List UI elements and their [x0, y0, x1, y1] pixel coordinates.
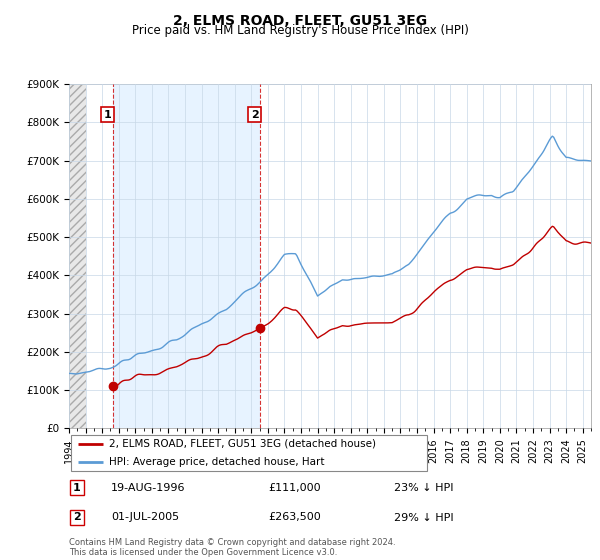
- Text: Contains HM Land Registry data © Crown copyright and database right 2024.
This d: Contains HM Land Registry data © Crown c…: [69, 538, 395, 557]
- Bar: [69, 84, 86, 428]
- Text: 1: 1: [104, 110, 112, 120]
- Text: £263,500: £263,500: [269, 512, 321, 522]
- Text: 29% ↓ HPI: 29% ↓ HPI: [395, 512, 454, 522]
- Bar: [113, 84, 260, 428]
- Text: 01-JUL-2005: 01-JUL-2005: [111, 512, 179, 522]
- Text: £111,000: £111,000: [269, 483, 321, 493]
- Text: 2, ELMS ROAD, FLEET, GU51 3EG (detached house): 2, ELMS ROAD, FLEET, GU51 3EG (detached …: [109, 439, 376, 449]
- Text: 1: 1: [73, 483, 81, 493]
- Text: 23% ↓ HPI: 23% ↓ HPI: [395, 483, 454, 493]
- Text: Price paid vs. HM Land Registry's House Price Index (HPI): Price paid vs. HM Land Registry's House …: [131, 24, 469, 37]
- Text: 2: 2: [73, 512, 81, 522]
- Text: 2, ELMS ROAD, FLEET, GU51 3EG: 2, ELMS ROAD, FLEET, GU51 3EG: [173, 14, 427, 28]
- Text: 2: 2: [251, 110, 259, 120]
- Text: HPI: Average price, detached house, Hart: HPI: Average price, detached house, Hart: [109, 458, 324, 467]
- FancyBboxPatch shape: [71, 435, 427, 471]
- Text: 19-AUG-1996: 19-AUG-1996: [111, 483, 185, 493]
